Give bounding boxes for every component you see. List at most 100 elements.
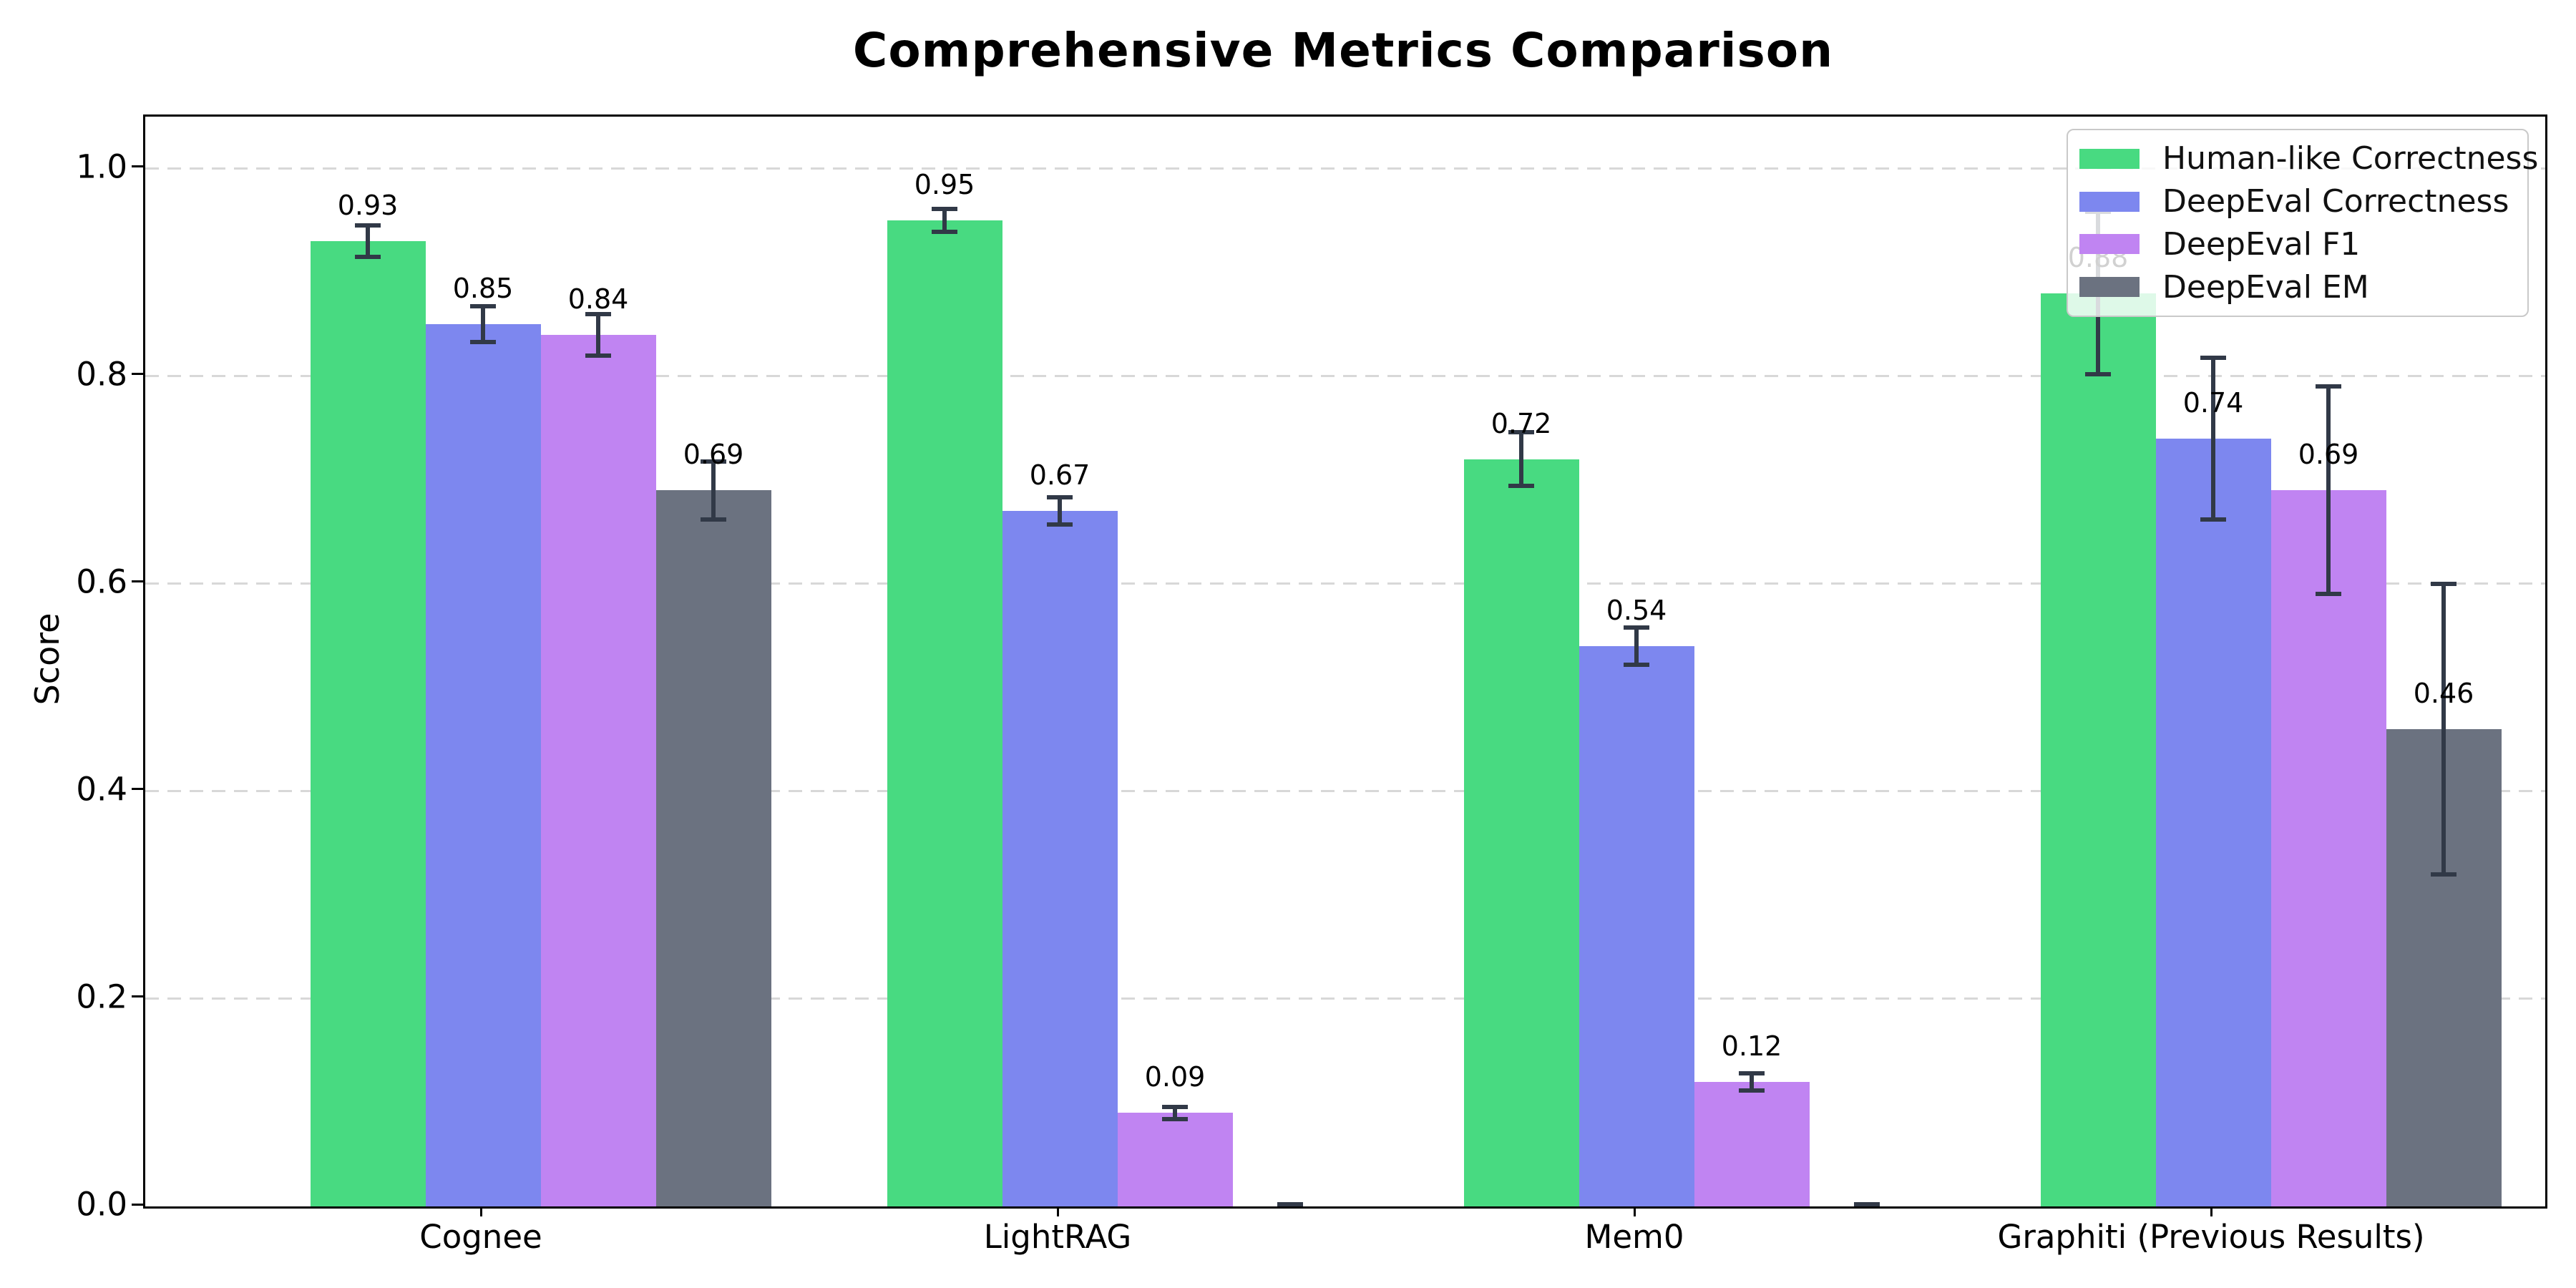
bar-cognee-deepeval-em [655,490,771,1206]
error-cap-bottom-mem0-human-like-correctness [1508,484,1534,489]
error-cap-bottom-cognee-human-like-correctness [355,254,381,259]
error-cap-bottom-cognee-deepeval-em [701,517,726,522]
bar-mem0-human-like-correctness [1463,459,1579,1206]
x-tick-lightrag [1056,1206,1059,1216]
gridline-0.2 [145,997,2545,1000]
error-cap-top-mem0-deepeval-correctness [1624,625,1649,630]
error-cap-bottom-lightrag-deepeval-em [1277,1206,1303,1209]
error-cap-top-cognee-deepeval-f1 [585,311,611,316]
error-cap-bottom-graphiti-previous-results-human-like-correctness [2085,371,2111,376]
value-label-graphiti-previous-results-deepeval-correctness: 0.74 [2182,386,2244,419]
gridline-0.4 [145,790,2545,793]
error-cap-top-mem0-deepeval-f1 [1739,1071,1765,1076]
y-tick-0.6 [132,580,143,583]
x-tick-label-graphiti-previous-results: Graphiti (Previous Results) [1997,1218,2425,1256]
bar-cognee-human-like-correctness [310,241,426,1206]
value-label-cognee-deepeval-em: 0.69 [683,439,744,471]
error-cap-bottom-cognee-deepeval-correctness [470,339,496,344]
legend-item-deepeval-em: DeepEval EM [2079,267,2527,307]
error-cap-top-cognee-deepeval-em [701,459,726,464]
value-label-cognee-deepeval-f1: 0.84 [567,283,629,315]
error-cap-bottom-graphiti-previous-results-deepeval-correctness [2200,517,2226,522]
error-cap-top-cognee-deepeval-correctness [470,304,496,309]
error-cap-bottom-graphiti-previous-results-deepeval-f1 [2316,592,2341,597]
value-label-mem0-deepeval-correctness: 0.54 [1606,594,1667,626]
y-tick-label-1.0: 1.0 [76,147,127,186]
error-line-lightrag-deepeval-correctness [1058,497,1062,525]
error-cap-top-graphiti-previous-results-deepeval-correctness [2200,355,2226,360]
legend-item-deepeval-correctness: DeepEval Correctness [2079,182,2527,222]
gridline-0.6 [145,582,2545,585]
y-tick-0.4 [132,788,143,791]
x-tick-label-cognee: Cognee [419,1218,542,1256]
y-tick-label-0.4: 0.4 [76,770,127,809]
bar-mem0-deepeval-correctness [1579,645,1694,1206]
error-cap-top-lightrag-human-like-correctness [932,207,957,212]
legend-swatch-deepeval-correctness [2079,191,2140,212]
error-cap-top-lightrag-deepeval-f1 [1162,1104,1188,1109]
error-line-cognee-deepeval-correctness [481,306,485,342]
legend-label-deepeval-f1: DeepEval F1 [2162,225,2361,263]
legend-label-human-like-correctness: Human-like Correctness [2162,140,2539,177]
legend-label-deepeval-em: DeepEval EM [2162,268,2369,306]
error-line-graphiti-previous-results-deepeval-f1 [2326,386,2331,595]
error-line-graphiti-previous-results-deepeval-em [2441,583,2446,874]
legend-item-human-like-correctness: Human-like Correctness [2079,139,2538,179]
legend-swatch-human-like-correctness [2079,148,2140,169]
legend-label-deepeval-correctness: DeepEval Correctness [2162,183,2509,220]
x-tick-cognee [479,1206,482,1216]
bar-cognee-deepeval-correctness [425,324,541,1206]
bar-mem0-deepeval-f1 [1694,1081,1810,1206]
error-line-lightrag-human-like-correctness [942,209,947,232]
bar-lightrag-deepeval-f1 [1117,1113,1233,1206]
x-tick-label-lightrag: LightRAG [983,1218,1132,1256]
x-tick-mem0 [1633,1206,1636,1216]
y-tick-label-0.2: 0.2 [76,977,127,1016]
bar-lightrag-deepeval-correctness [1002,511,1118,1206]
error-line-graphiti-previous-results-deepeval-correctness [2211,357,2215,519]
chart-title: Comprehensive Metrics Comparison [852,23,1834,78]
bar-cognee-deepeval-f1 [540,334,656,1206]
value-label-cognee-human-like-correctness: 0.93 [337,190,399,222]
error-cap-top-lightrag-deepeval-correctness [1047,495,1073,500]
error-cap-top-cognee-human-like-correctness [355,223,381,228]
error-cap-bottom-cognee-deepeval-f1 [585,353,611,358]
error-line-cognee-deepeval-f1 [596,313,600,356]
value-label-lightrag-deepeval-correctness: 0.67 [1029,459,1091,492]
value-label-graphiti-previous-results-deepeval-em: 0.46 [2413,677,2474,709]
error-cap-top-mem0-human-like-correctness [1508,429,1534,434]
value-label-graphiti-previous-results-deepeval-f1: 0.69 [2298,439,2359,471]
legend-swatch-deepeval-em [2079,277,2140,298]
x-tick-label-mem0: Mem0 [1584,1218,1684,1256]
error-line-lightrag-deepeval-f1 [1173,1106,1177,1120]
error-cap-bottom-graphiti-previous-results-deepeval-em [2431,872,2457,877]
y-axis-label: Score [28,613,67,706]
error-line-mem0-human-like-correctness [1519,431,1523,487]
bar-graphiti-previous-results-deepeval-correctness [2155,438,2271,1206]
error-cap-bottom-mem0-deepeval-correctness [1624,662,1649,667]
error-cap-bottom-mem0-deepeval-em [1854,1206,1880,1209]
value-label-mem0-human-like-correctness: 0.72 [1491,407,1552,439]
x-tick-graphiti-previous-results [2210,1206,2212,1216]
error-line-mem0-deepeval-f1 [1750,1073,1754,1091]
y-tick-1.0 [132,165,143,168]
error-line-cognee-deepeval-em [711,461,716,519]
y-tick-0.0 [132,1203,143,1206]
bar-lightrag-human-like-correctness [887,220,1002,1206]
error-cap-top-lightrag-deepeval-em [1277,1202,1303,1206]
value-label-lightrag-deepeval-f1: 0.09 [1144,1061,1206,1093]
bar-graphiti-previous-results-deepeval-f1 [2270,490,2386,1206]
y-tick-0.8 [132,373,143,376]
legend-item-deepeval-f1: DeepEval F1 [2079,224,2527,264]
value-label-lightrag-human-like-correctness: 0.95 [914,169,975,201]
error-cap-bottom-lightrag-deepeval-correctness [1047,522,1073,527]
gridline-0.8 [145,375,2545,378]
error-cap-bottom-lightrag-human-like-correctness [932,230,957,234]
y-tick-0.2 [132,995,143,998]
y-tick-label-0.8: 0.8 [76,355,127,394]
bar-graphiti-previous-results-human-like-correctness [2040,293,2156,1206]
error-cap-top-graphiti-previous-results-deepeval-f1 [2316,384,2341,389]
value-label-mem0-deepeval-f1: 0.12 [1721,1030,1782,1062]
legend-swatch-deepeval-f1 [2079,234,2140,255]
legend: Human-like Correctness DeepEval Correctne… [2067,129,2538,317]
